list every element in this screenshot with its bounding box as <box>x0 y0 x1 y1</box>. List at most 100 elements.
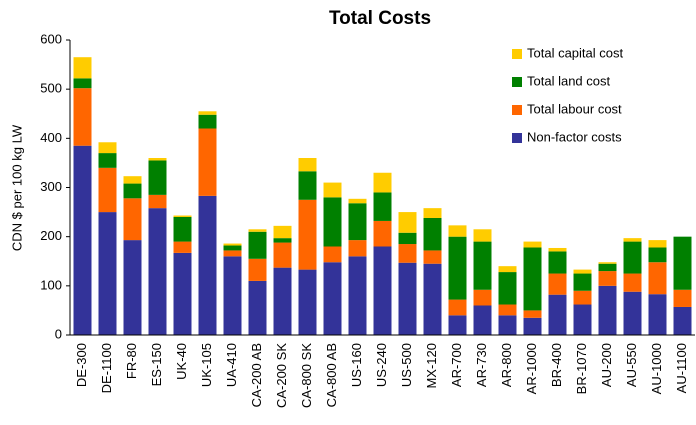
bar-segment <box>198 128 217 196</box>
bar-segment <box>273 267 292 335</box>
bar-segment <box>298 171 317 200</box>
bar-segment <box>73 88 92 146</box>
x-tick-label: DE-1100 <box>99 343 114 393</box>
bar-segment <box>248 258 267 281</box>
bar-segment <box>373 192 392 221</box>
x-tick-label: ES-150 <box>149 343 164 386</box>
x-tick-label: US-500 <box>399 343 414 387</box>
y-tick-label: 400 <box>40 130 62 145</box>
bar-segment <box>98 212 117 335</box>
bar-segment <box>673 306 692 335</box>
bar-segment <box>123 176 142 184</box>
bar-segment <box>573 269 592 274</box>
bar-segment <box>398 212 417 233</box>
bar-segment <box>123 198 142 241</box>
bar-segment <box>323 197 342 247</box>
bar-segment <box>273 238 292 243</box>
bar-segment <box>498 304 517 316</box>
bar-segment <box>448 225 467 237</box>
bar-segment <box>523 241 542 248</box>
bar-segment <box>498 272 517 305</box>
bar-segment <box>548 247 567 252</box>
bar-segment <box>673 289 692 307</box>
x-tick-label: US-240 <box>374 343 389 387</box>
bar-segment <box>73 145 92 335</box>
x-tick-label: AR-1000 <box>524 343 539 394</box>
bar-segment <box>423 263 442 335</box>
bar-segment <box>223 250 242 257</box>
bar-segment <box>598 262 617 264</box>
bar-segment <box>223 245 242 251</box>
legend-label: Total labour cost <box>527 101 622 116</box>
bar-segment <box>298 269 317 335</box>
bar-segment <box>98 167 117 213</box>
x-tick-label: AU-200 <box>599 343 614 387</box>
bar-segment <box>648 240 667 248</box>
bar-segment <box>298 158 317 172</box>
bar-segment <box>648 262 667 295</box>
bar-segment <box>548 294 567 335</box>
bar-segment <box>398 244 417 263</box>
bar-segment <box>248 229 267 232</box>
bar-segment <box>598 285 617 335</box>
bar-segment <box>148 194 167 209</box>
bar-segment <box>73 78 92 89</box>
x-tick-label: CA-200 AB <box>249 343 264 407</box>
bar-segment <box>523 317 542 335</box>
chart-title: Total Costs <box>329 8 431 29</box>
bar-segment <box>223 256 242 335</box>
legend-swatch <box>512 49 522 59</box>
bar-segment <box>123 183 142 199</box>
legend-swatch <box>512 133 522 143</box>
bar-segment <box>298 199 317 270</box>
y-tick-label: 600 <box>40 31 62 46</box>
bar-segment <box>123 240 142 335</box>
bar-segment <box>248 231 267 259</box>
bar-segment <box>148 160 167 195</box>
legend-swatch <box>512 77 522 87</box>
bar-segment <box>198 114 217 129</box>
bar-segment <box>648 294 667 335</box>
x-tick-label: CA-800 AB <box>324 343 339 407</box>
bar-segment <box>473 305 492 335</box>
bar-segment <box>223 243 242 246</box>
bar-segment <box>673 236 692 290</box>
bar-segment <box>373 246 392 335</box>
x-tick-label: UK-105 <box>199 343 214 387</box>
bar-segment <box>448 299 467 316</box>
bar-segment <box>623 273 642 292</box>
bar-segment <box>323 246 342 263</box>
x-tick-label: BR-400 <box>549 343 564 387</box>
y-tick-label: 300 <box>40 179 62 194</box>
bar-segment <box>148 158 167 161</box>
bar-segment <box>598 263 617 272</box>
bar-segment <box>573 304 592 335</box>
bar-segment <box>448 315 467 335</box>
x-tick-label: CA-200 SK <box>274 343 289 408</box>
bar-segment <box>248 280 267 335</box>
x-tick-label: US-160 <box>349 343 364 387</box>
bar-segment <box>98 142 117 154</box>
bar-segment <box>473 289 492 306</box>
bar-segment <box>173 252 192 335</box>
bar-segment <box>548 273 567 295</box>
x-tick-label: DE-300 <box>74 343 89 387</box>
x-tick-label: MX-120 <box>424 343 439 389</box>
bar-segment <box>98 153 117 168</box>
legend-label: Total land cost <box>527 73 610 88</box>
bar-segment <box>498 266 517 273</box>
legend-swatch <box>512 105 522 115</box>
bar-segment <box>573 273 592 291</box>
bar-segment <box>73 57 92 79</box>
bar-segment <box>173 241 192 253</box>
x-tick-label: AR-730 <box>474 343 489 387</box>
bar-segment <box>323 262 342 335</box>
bar-segment <box>498 315 517 335</box>
bar-segment <box>423 250 442 264</box>
bar-segment <box>448 236 467 300</box>
bar-segment <box>398 232 417 245</box>
x-tick-label: AR-700 <box>449 343 464 387</box>
x-tick-label: CA-800 SK <box>299 343 314 408</box>
bar-segment <box>423 208 442 218</box>
